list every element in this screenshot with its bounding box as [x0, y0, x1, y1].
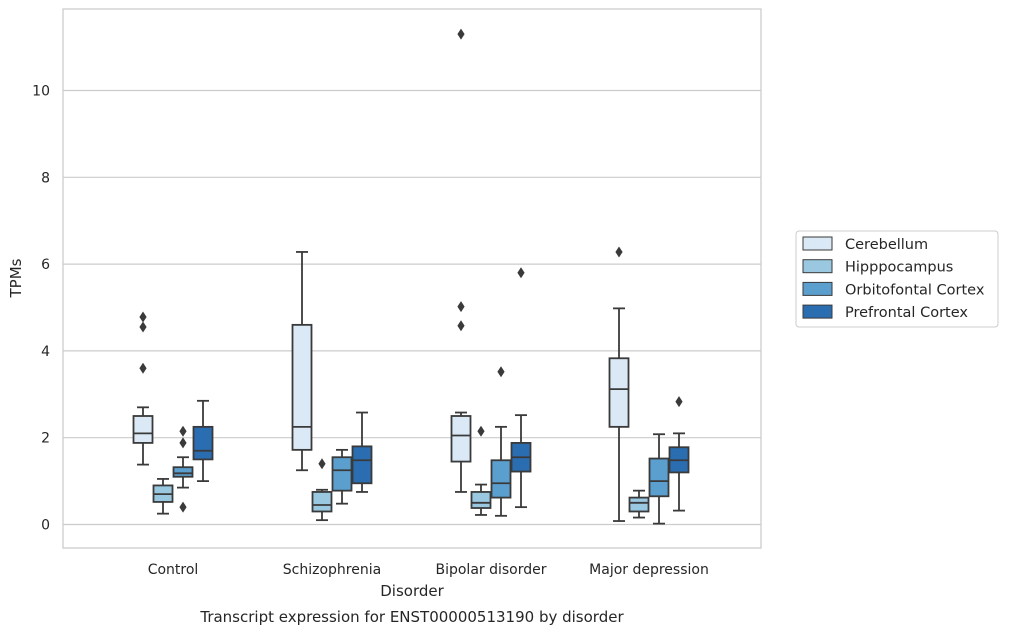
- legend-label: Hipppocampus: [845, 260, 953, 276]
- box-plot: [351, 411, 373, 493]
- outlier-point: [457, 320, 465, 332]
- box-iqr: [311, 491, 333, 513]
- chart-caption: Transcript expression for ENST0000051319…: [199, 608, 624, 626]
- box-iqr: [490, 459, 512, 499]
- outlier-point: [179, 501, 187, 513]
- legend-swatch: [802, 281, 833, 296]
- box-plot: [172, 425, 194, 513]
- box-plot: [668, 396, 690, 512]
- box-plot: [132, 311, 154, 466]
- legend-label: Prefrontal Cortex: [845, 305, 968, 321]
- y-tick-label: 2: [41, 431, 50, 447]
- outlier-point: [615, 246, 623, 258]
- box-plot: [628, 489, 650, 519]
- box-iqr: [291, 323, 313, 451]
- box-iqr: [132, 415, 154, 444]
- box-iqr: [172, 466, 194, 478]
- x-tick-label: Major depression: [589, 562, 709, 578]
- outlier-point: [517, 267, 525, 279]
- box-iqr: [450, 415, 472, 463]
- y-axis-label: TPMs: [7, 258, 25, 298]
- x-tick-label: Control: [148, 562, 199, 578]
- x-tick-label: Schizophrenia: [283, 562, 381, 578]
- outlier-point: [179, 425, 187, 437]
- box-plot: [311, 458, 333, 522]
- box-plot: [648, 433, 670, 525]
- box-plot: [152, 478, 174, 515]
- y-tick-labels: 0 2 4 6 8 10: [32, 84, 50, 534]
- y-tick-label: 4: [41, 344, 50, 360]
- box-plot: [470, 425, 492, 516]
- legend-label: Cerebellum: [845, 237, 928, 253]
- box-plot: [291, 251, 313, 472]
- legend-swatch: [802, 304, 833, 319]
- y-tick-label: 8: [41, 170, 50, 186]
- x-tick-labels: Control Schizophrenia Bipolar disorder Majo…: [148, 562, 709, 578]
- outlier-point: [139, 362, 147, 374]
- box-plot: [490, 366, 512, 517]
- legend-swatch: [802, 236, 833, 251]
- legend: Cerebellum Hipppocampus Orbitofontal Corte…: [795, 230, 999, 328]
- box-plot: [331, 448, 353, 505]
- grid: [63, 89, 761, 526]
- box-iqr: [351, 445, 373, 485]
- outlier-point: [139, 311, 147, 323]
- y-tick-label: 0: [41, 518, 50, 534]
- x-tick-label: Bipolar disorder: [435, 562, 546, 578]
- box-plot: [192, 399, 214, 483]
- box-plot: [608, 246, 630, 522]
- box-iqr: [648, 457, 670, 498]
- box-plot: [510, 267, 532, 509]
- outlier-point: [179, 437, 187, 449]
- outlier-point: [675, 396, 683, 408]
- box-iqr: [628, 496, 650, 513]
- box-plot: [450, 28, 472, 493]
- legend-frame: [795, 230, 999, 328]
- plot-frame: [62, 8, 762, 549]
- box-iqr: [608, 357, 630, 428]
- box-iqr: [331, 456, 353, 492]
- x-axis-label: Disorder: [380, 582, 444, 600]
- y-tick-label: 6: [41, 257, 50, 273]
- y-tick-label: 10: [32, 84, 50, 100]
- legend-label: Orbitofontal Cortex: [845, 282, 985, 298]
- outlier-point: [318, 458, 326, 470]
- legend-swatch: [802, 259, 833, 274]
- outlier-point: [497, 366, 505, 378]
- outlier-point: [457, 28, 465, 40]
- outlier-point: [139, 321, 147, 333]
- outlier-point: [457, 301, 465, 313]
- outlier-point: [477, 425, 485, 437]
- box-iqr: [192, 425, 214, 461]
- boxes: [132, 28, 690, 525]
- box-iqr: [470, 491, 492, 509]
